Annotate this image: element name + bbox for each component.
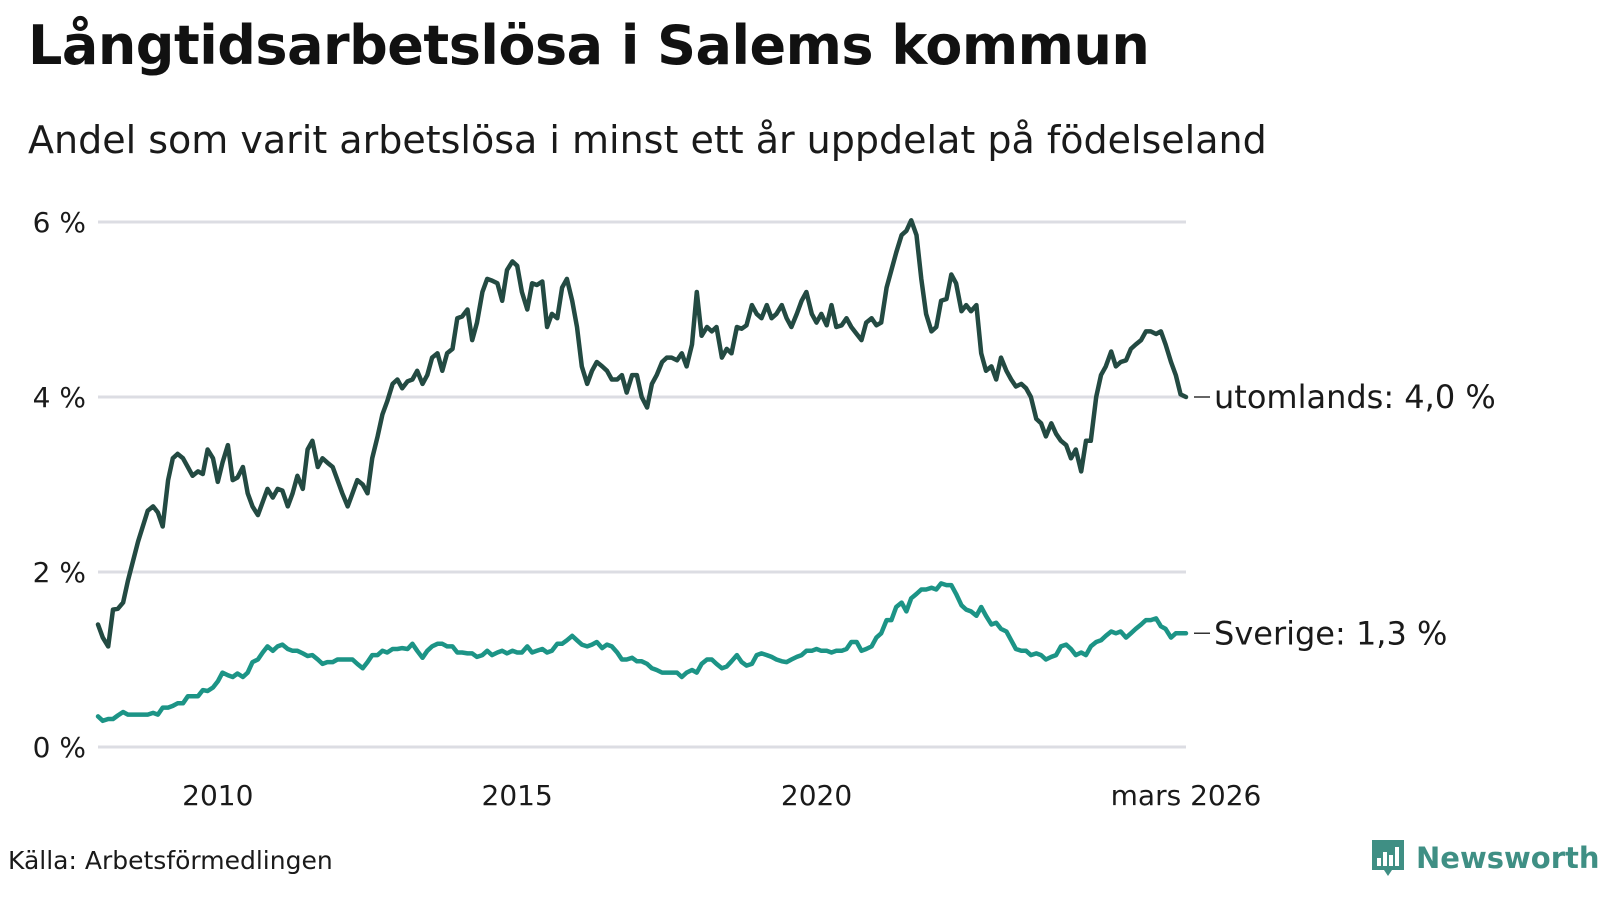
end-label-sverige: Sverige: 1,3 % [1214,614,1447,652]
gridlines [98,220,1186,749]
y-tick-label: 4 % [33,381,86,414]
x-axis: 2010 2015 2020 mars 2026 [182,779,1261,812]
brand-logo: Newsworthy [1370,838,1600,878]
x-tick-label: 2010 [182,779,253,812]
bar-chart-icon [1372,840,1404,876]
chart-title: Långtidsarbetslösa i Salems kommun [28,14,1150,77]
chart-subtitle: Andel som varit arbetslösa i minst ett å… [28,118,1267,162]
y-tick-label: 0 % [33,731,86,764]
end-label-utomlands: utomlands: 4,0 % [1214,378,1496,416]
y-axis: 0 % 2 % 4 % 6 % [33,206,86,764]
series-end-labels: utomlands: 4,0 % Sverige: 1,3 % [1194,378,1496,652]
y-tick-label: 2 % [33,556,86,589]
x-tick-label: 2015 [482,779,553,812]
x-tick-label: mars 2026 [1111,779,1262,812]
x-tick-label: 2020 [781,779,852,812]
series-line-sverige [95,581,1189,724]
series-lines [95,218,1189,724]
y-tick-label: 6 % [33,206,86,239]
series-line-utomlands [95,218,1189,649]
source-note: Källa: Arbetsförmedlingen [8,846,333,875]
brand-name: Newsworthy [1416,841,1600,875]
